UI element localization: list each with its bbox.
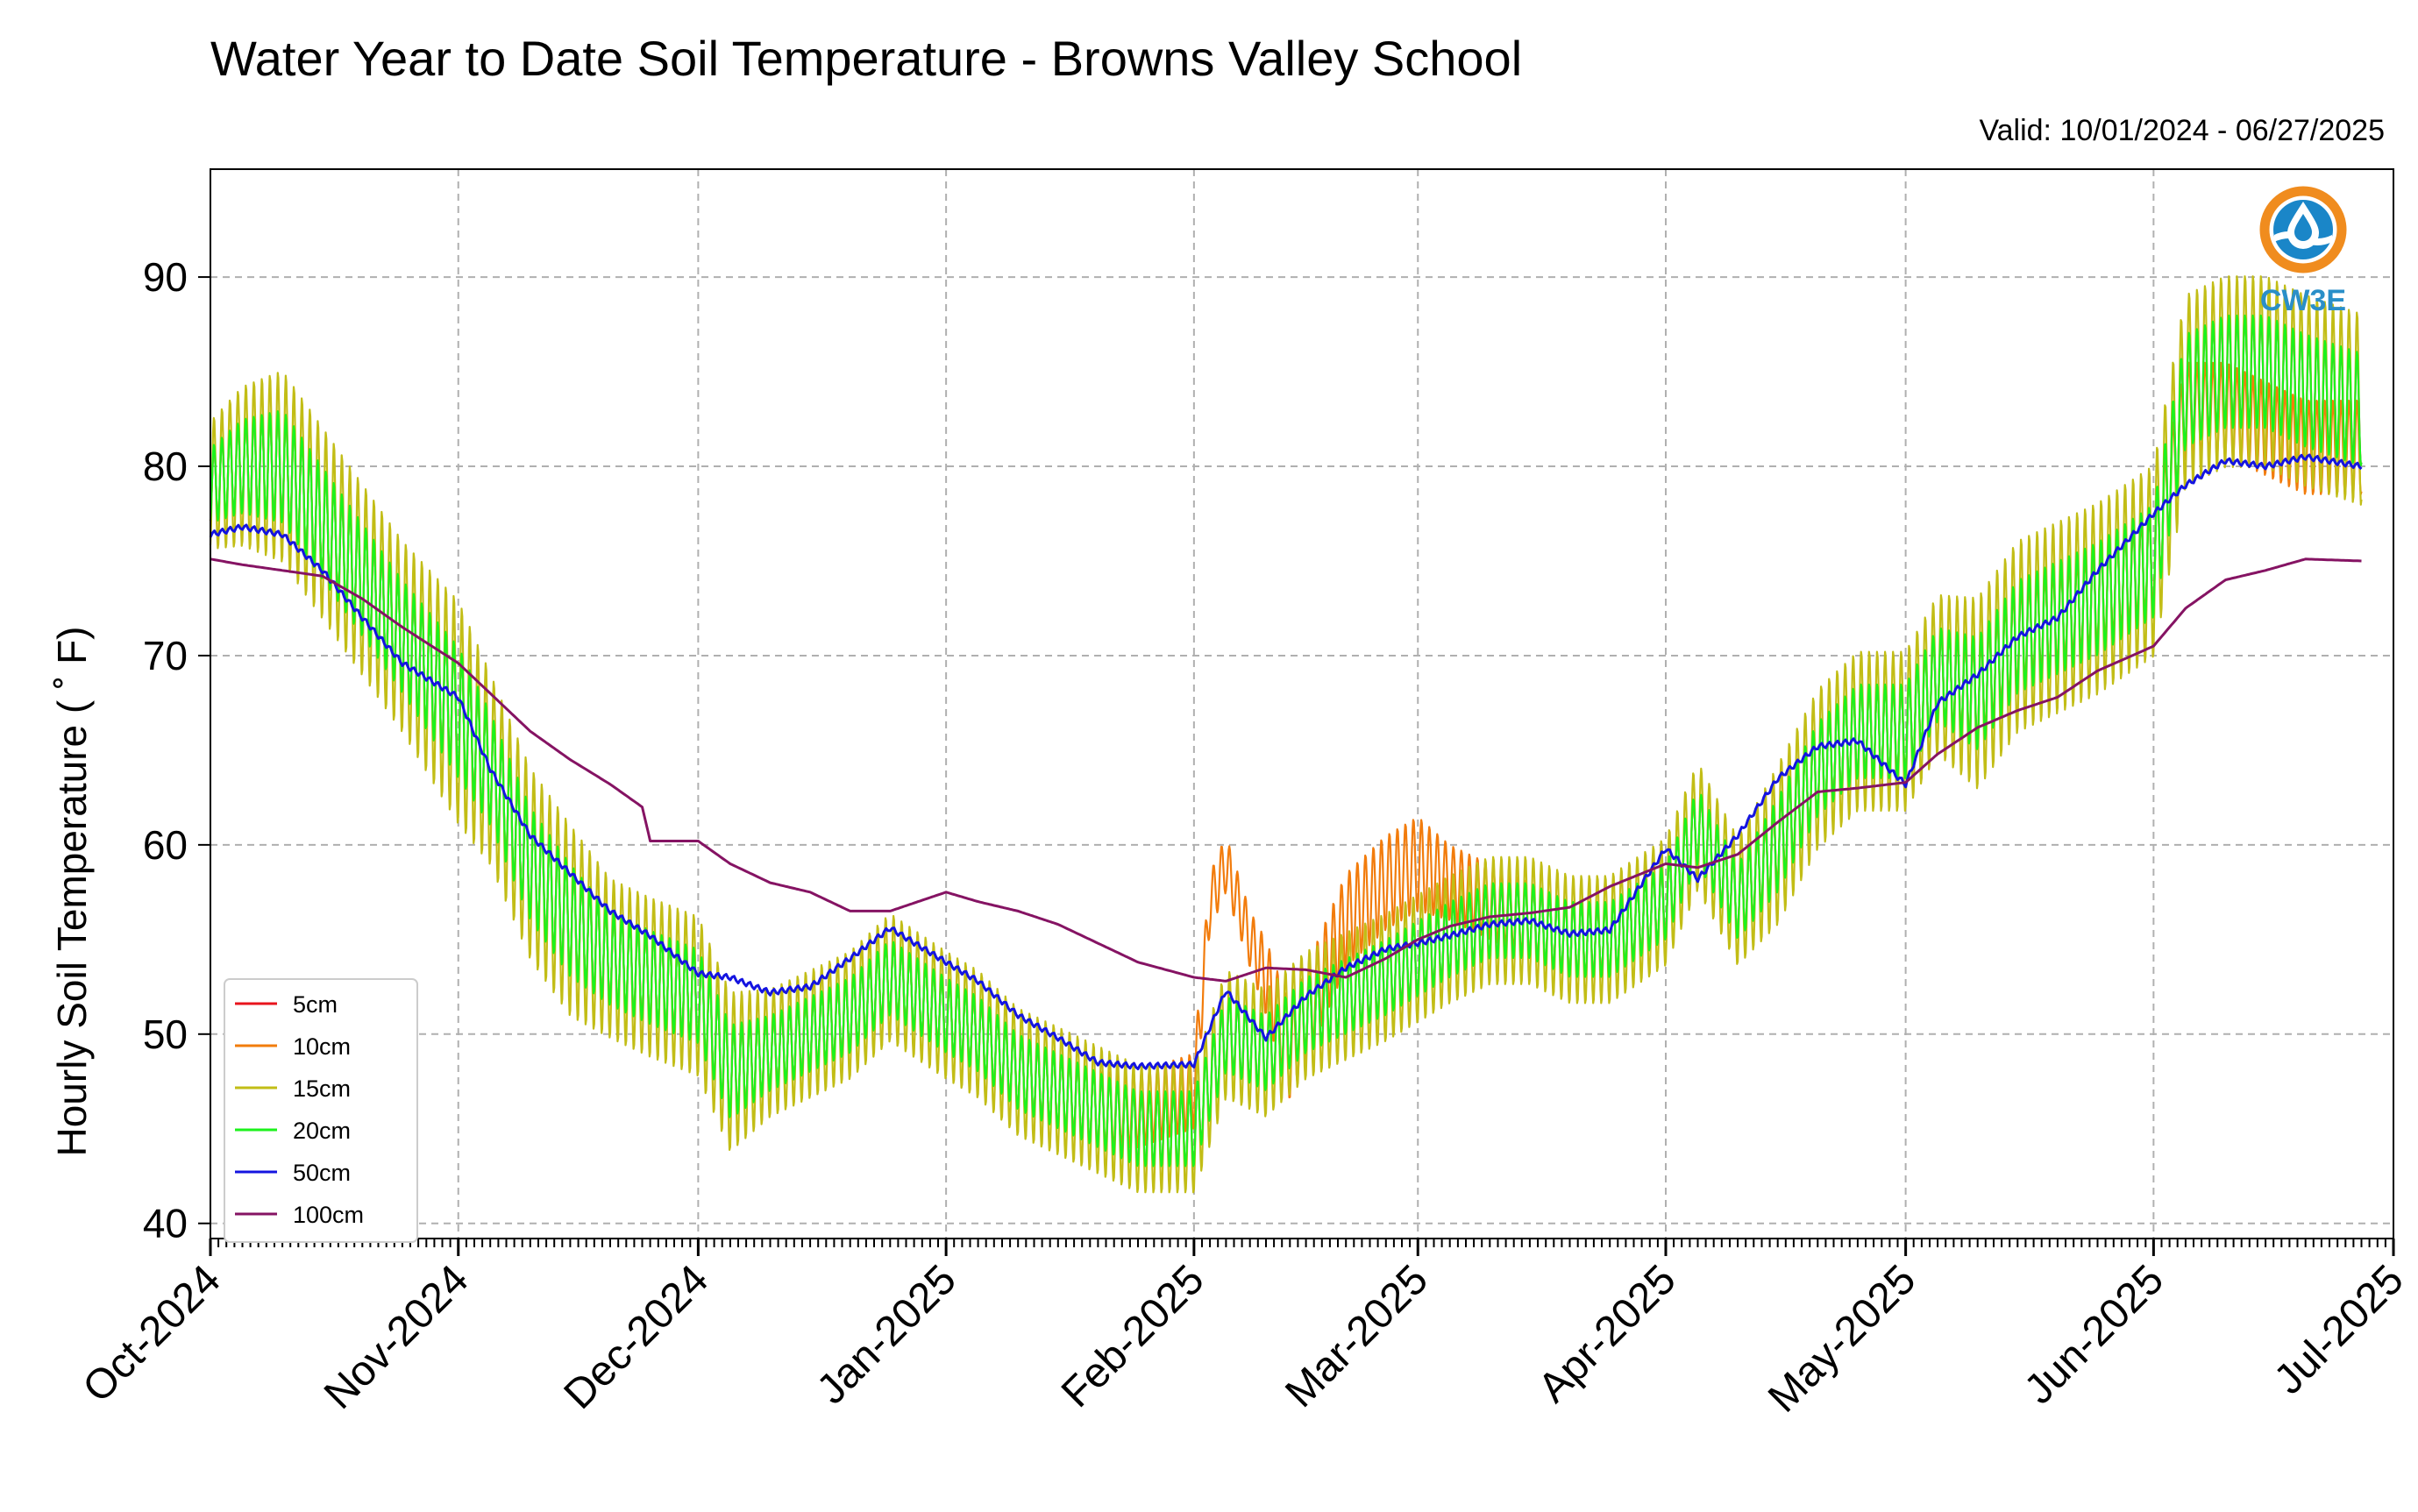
y-tick-label: 60 (143, 822, 188, 868)
legend-label-20cm: 20cm (293, 1118, 351, 1144)
y-tick-label: 70 (143, 633, 188, 678)
series-line-100cm (210, 557, 2362, 983)
logo-ring (2259, 186, 2347, 273)
legend: 5cm 10cm 15cm 20cm 50cm 100cm (224, 978, 418, 1243)
series-lines (209, 275, 2363, 1194)
legend-label-15cm: 15cm (293, 1075, 351, 1102)
cw3e-logo: CW3E (2259, 186, 2347, 317)
legend-label-5cm: 5cm (293, 991, 338, 1018)
y-tick-label: 80 (143, 444, 188, 489)
y-tick-label: 90 (143, 254, 188, 300)
plot-frame (210, 168, 2394, 1239)
y-tick-label: 40 (143, 1201, 188, 1246)
chart-title: Water Year to Date Soil Temperature - Br… (210, 31, 1522, 86)
y-tick-label: 50 (143, 1012, 188, 1057)
legend-label-100cm: 100cm (293, 1202, 364, 1228)
series-line-50cm (209, 453, 2363, 1070)
legend-label-10cm: 10cm (293, 1033, 351, 1060)
legend-label-50cm: 50cm (293, 1160, 351, 1186)
water-drop-inner (2294, 214, 2312, 241)
y-axis: 40 50 60 70 80 90 (143, 254, 210, 1246)
logo-text: CW3E (2260, 284, 2346, 317)
series-line-20cm (209, 314, 2363, 1168)
valid-date-range: Valid: 10/01/2024 - 06/27/2025 (1979, 114, 2385, 147)
y-axis-label: Hourly Soil Temperature ( ˚ F) (49, 627, 95, 1157)
